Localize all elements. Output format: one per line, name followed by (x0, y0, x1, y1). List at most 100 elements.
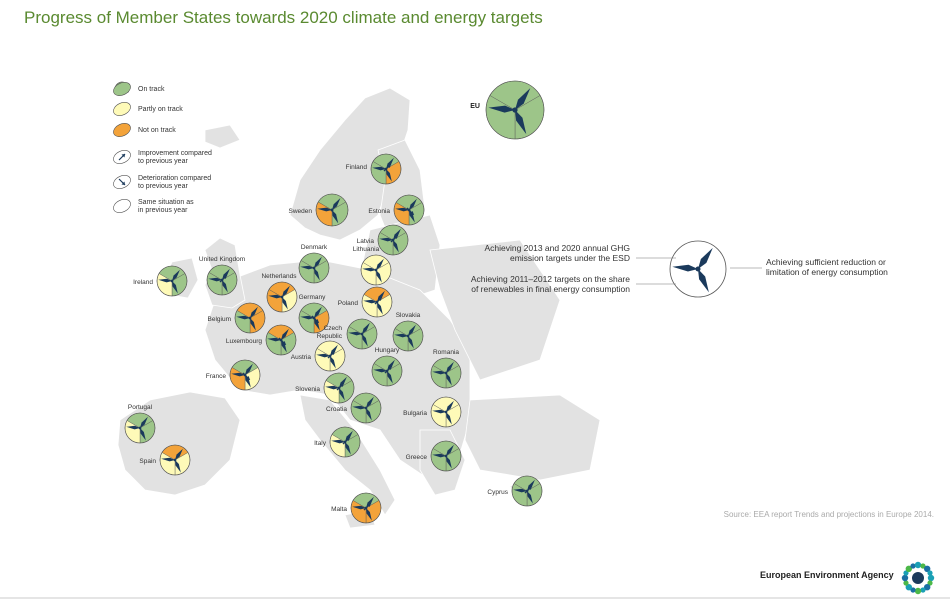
country-label-austria: Austria (291, 354, 312, 361)
improvement-arrowhead (386, 164, 391, 169)
land-region (464, 394, 601, 481)
turbine-portugal: Portugal (124, 404, 156, 444)
key-renewables-label-2: of renewables in final energy consumptio… (471, 284, 630, 294)
turbine-eu: EU (470, 80, 545, 140)
turbine-hub (138, 426, 142, 430)
logo-dot (920, 563, 926, 569)
legend-deterioration-label-2: to previous year (138, 183, 188, 190)
country-label-poland: Poland (338, 300, 359, 307)
turbine-ring (511, 475, 543, 507)
turbine-denmark: Denmark (298, 244, 330, 284)
legend-improvement-icon (113, 150, 131, 164)
turbine-ring (361, 286, 393, 318)
turbine-hungary: Hungary (371, 347, 403, 387)
turbine-ring (229, 359, 261, 391)
deterioration-arrowhead (314, 318, 319, 323)
turbine-blade (245, 363, 253, 375)
country-label-hungary: Hungary (375, 347, 400, 354)
turbine-blade (362, 322, 370, 334)
legend-not-on-track-label: Not on track (138, 127, 176, 134)
turbine-austria: Austria (291, 340, 346, 372)
turbine-ring (377, 224, 409, 256)
turbine-blade (140, 428, 146, 441)
turbine-blade (175, 448, 183, 460)
turbine-blade (345, 442, 351, 455)
turbine-blade (300, 315, 314, 320)
country-label-france: France (206, 373, 227, 380)
turbine-slovenia: Slovenia (295, 372, 355, 404)
logo-dot (923, 583, 931, 591)
legend-partly-label: Partly on track (138, 106, 183, 113)
turbine-blade (446, 373, 452, 386)
turbine-blade (331, 439, 345, 444)
turbine-sweden: Sweden (289, 193, 349, 227)
country-label-lithuania: Lithuania (353, 246, 380, 253)
key-blades-icon (672, 247, 713, 293)
turbine-luxembourg: Luxembourg (226, 324, 297, 356)
turbine-key: Achieving 2013 and 2020 annual GHG emiss… (471, 240, 888, 298)
turbine-blade (314, 268, 320, 281)
turbine-blade (245, 375, 251, 388)
turbine-ring (360, 254, 392, 286)
country-label-sweden: Sweden (289, 208, 313, 215)
logo-dot (927, 574, 935, 582)
legend-on-track-label: On track (138, 86, 165, 93)
legend-deterioration-label-1: Deterioration compared (138, 175, 211, 182)
turbine-ring (430, 440, 462, 472)
turbine-blade (158, 278, 172, 283)
country-label-latvia: Latvia (357, 238, 375, 245)
key-renewables-label-1: Achieving 2011–2012 targets on the share (471, 274, 630, 284)
page-title: Progress of Member States towards 2020 c… (24, 8, 543, 27)
improvement-arrowhead (366, 503, 371, 508)
turbine-blade (325, 385, 339, 390)
country-label-denmark: Denmark (301, 244, 328, 251)
turbine-blade (282, 285, 290, 297)
turbine-ring (371, 355, 403, 387)
turbine-blade (376, 270, 382, 283)
turbine-hub (444, 410, 448, 414)
turbine-ring (156, 265, 188, 297)
turbine-hub (173, 458, 177, 462)
logo-dot (903, 580, 909, 586)
turbine-blade (208, 277, 222, 282)
turbine-ring (298, 302, 330, 334)
improvement-arrowhead (339, 383, 344, 388)
turbine-blade (698, 247, 713, 269)
turbine-france: France (206, 359, 261, 391)
improvement-arrowhead (222, 275, 227, 280)
turbine-estonia: Estonia (368, 194, 425, 226)
country-label-malta: Malta (331, 506, 347, 513)
key-efficiency-label-1: Achieving sufficient reduction or (766, 257, 886, 267)
turbine-blade (250, 318, 256, 331)
turbine-hub (170, 279, 174, 283)
turbine-hub (444, 454, 448, 458)
country-label-czech-republic: Republic (317, 333, 343, 340)
deterioration-arrowhead (245, 375, 250, 380)
key-ghg-label-2: emission targets under the ESD (510, 253, 630, 263)
turbine-hub (406, 334, 410, 338)
country-label-estonia: Estonia (368, 208, 390, 215)
logo-dot (927, 580, 933, 586)
land-region (204, 261, 471, 481)
turbine-hub (374, 268, 378, 272)
improvement-arrowhead (393, 235, 398, 240)
turbine-blade (172, 281, 178, 294)
logo-dot (920, 587, 926, 593)
logo-dot (914, 561, 922, 569)
turbine-croatia: Croatia (326, 392, 382, 424)
turbine-blade (366, 508, 372, 521)
footer-divider (0, 597, 950, 599)
turbine-hub (512, 107, 518, 113)
turbine-ring (234, 302, 266, 334)
turbine-blade (395, 207, 409, 212)
turbine-blade (698, 269, 709, 293)
legend: On track Partly on track Not on track Im… (113, 81, 212, 214)
logo-dot (905, 583, 913, 591)
turbine-italy: Italy (314, 426, 361, 458)
turbine-blade (316, 353, 330, 358)
key-efficiency-label-2: limitation of energy consumption (766, 267, 888, 277)
country-label-ireland: Ireland (133, 279, 153, 286)
turbine-blade (314, 318, 320, 331)
country-label-romania: Romania (433, 349, 459, 356)
turbine-finland: Finland (346, 153, 402, 185)
